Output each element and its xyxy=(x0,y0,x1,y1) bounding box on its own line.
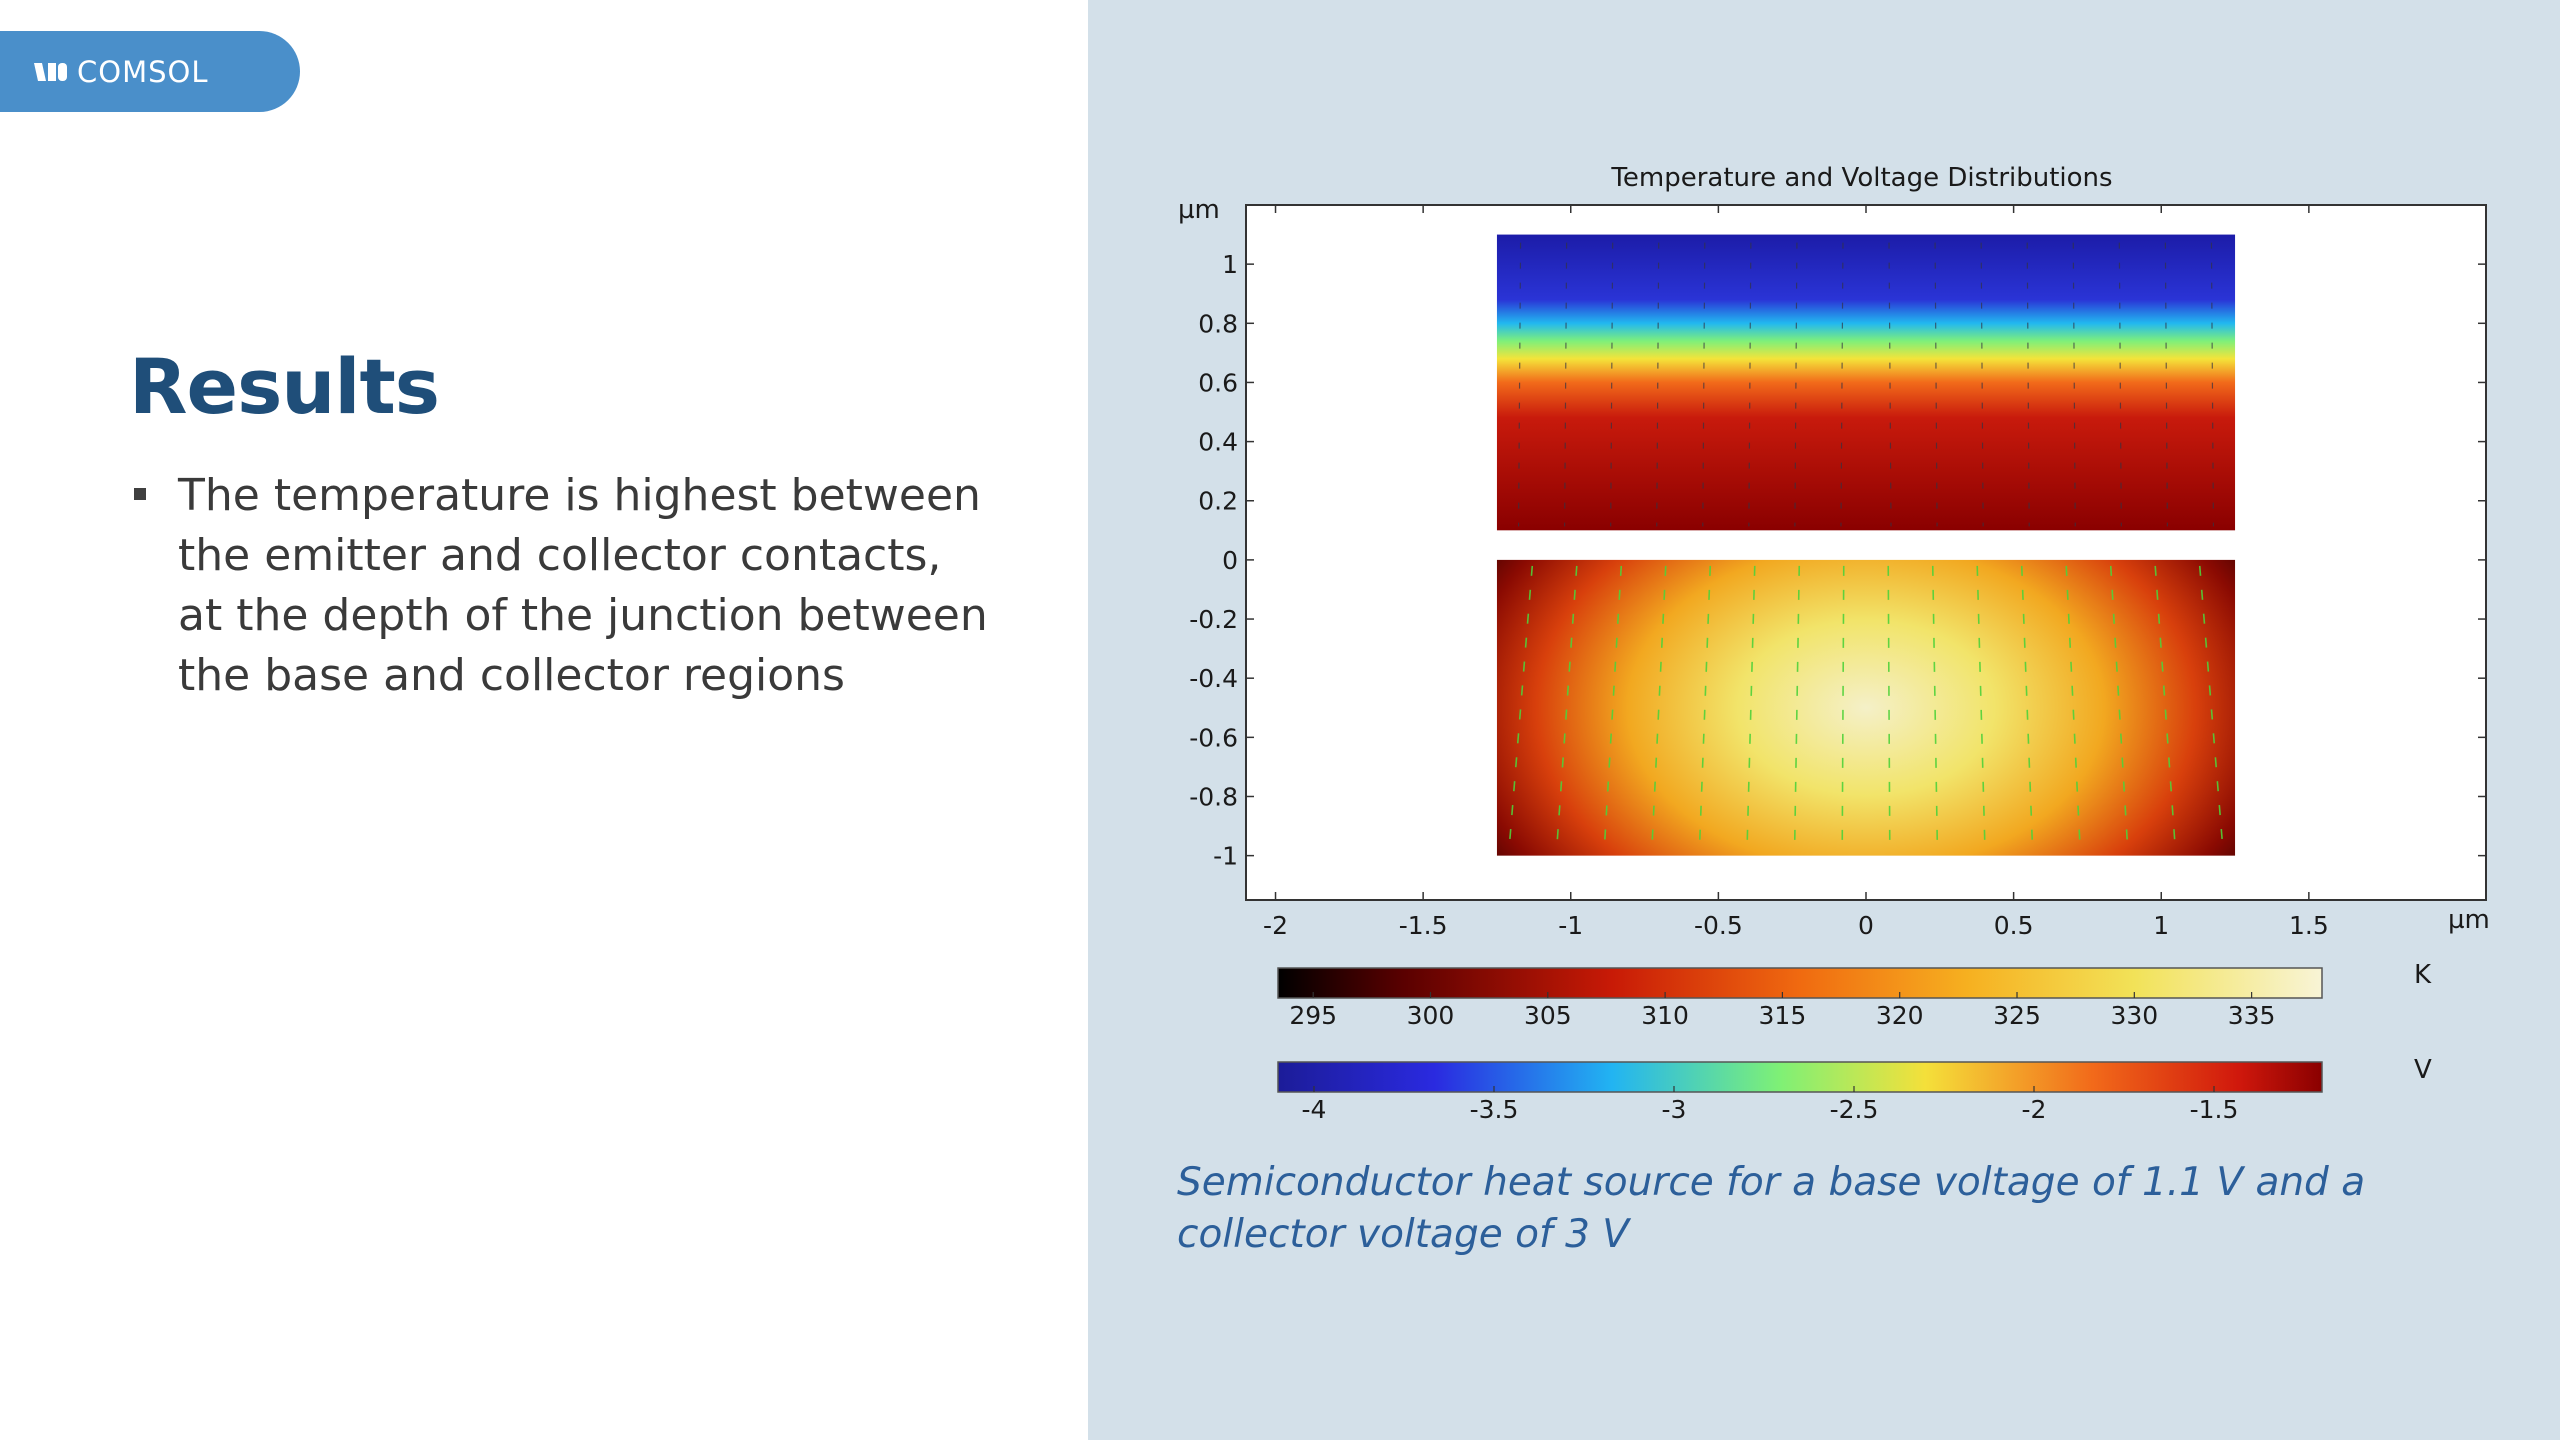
slide-title: Results xyxy=(129,342,440,431)
x-tick-label: 1 xyxy=(2153,911,2169,940)
colorbar-tick-label: 295 xyxy=(1289,1001,1337,1030)
voltage-unit: V xyxy=(2414,1055,2432,1085)
colorbar-tick-label: 330 xyxy=(2110,1001,2158,1030)
y-tick-label: -0.2 xyxy=(1189,605,1238,634)
voltage-region xyxy=(1496,234,2236,531)
y-tick-label: 0.4 xyxy=(1198,428,1238,457)
y-tick-label: -0.4 xyxy=(1189,664,1238,693)
bullet-item: The temperature is highest between the e… xyxy=(130,466,990,706)
bullet-list: The temperature is highest between the e… xyxy=(130,466,990,706)
voltage-field-arrow xyxy=(1656,242,1660,527)
x-tick-label: -0.5 xyxy=(1694,911,1743,940)
x-tick-label: 0 xyxy=(1858,911,1874,940)
figure-caption: Semiconductor heat source for a base vol… xyxy=(1177,1160,2366,1257)
voltage-field-arrow xyxy=(1564,242,1568,527)
voltage-field-arrow xyxy=(2210,242,2215,527)
x-axis-ticks: -2 -1.5 -1 -0.5 0 0.5 1 1.5 xyxy=(1263,205,2329,940)
colorbar-tick-label: 320 xyxy=(1876,1001,1924,1030)
colorbar-tick-label: 310 xyxy=(1641,1001,1689,1030)
chart-title: Temperature and Voltage Distributions xyxy=(1610,163,2112,193)
y-axis-unit: µm xyxy=(1178,195,1220,225)
voltage-field-arrow xyxy=(2164,242,2168,527)
y-tick-label: 0.8 xyxy=(1198,309,1238,338)
bullet-square-icon xyxy=(134,488,146,500)
y-tick-label: 0.2 xyxy=(1198,487,1238,516)
colorbar-tick-label: -3 xyxy=(1662,1095,1687,1124)
x-tick-label: -2 xyxy=(1263,911,1288,940)
x-tick-label: 1.5 xyxy=(2289,911,2329,940)
comsol-logo: COMSOL xyxy=(0,31,300,112)
text-panel xyxy=(0,0,1088,1440)
y-tick-label: -0.6 xyxy=(1189,723,1238,752)
temperature-unit: K xyxy=(2414,960,2432,990)
y-tick-label: 0.6 xyxy=(1198,368,1238,397)
colorbar-tick-label: -2.5 xyxy=(1830,1095,1879,1124)
temperature-voltage-plot: Temperature and Voltage Distributions -2… xyxy=(1178,163,2490,1124)
colorbar-tick-label: 325 xyxy=(1993,1001,2041,1030)
colorbar-tick-label: 335 xyxy=(2228,1001,2276,1030)
voltage-field-arrow xyxy=(2118,242,2122,527)
comsol-logo-icon xyxy=(34,62,67,81)
voltage-field-arrow xyxy=(1980,242,1984,527)
colorbar-tick-label: 315 xyxy=(1759,1001,1807,1030)
y-tick-label: -0.8 xyxy=(1189,782,1238,811)
voltage-colorbar xyxy=(1277,1061,2323,1093)
y-axis-ticks: 1 0.8 0.6 0.4 0.2 0 -0.2 -0.4 -0.6 -0.8 -1 xyxy=(1189,250,2486,871)
x-tick-label: -1.5 xyxy=(1399,911,1448,940)
x-tick-label: -1 xyxy=(1558,911,1583,940)
voltage-field-arrow xyxy=(2026,242,2030,527)
bullet-text: The temperature is highest between the e… xyxy=(178,470,988,701)
field-arrows xyxy=(1508,242,2224,852)
y-tick-label: 0 xyxy=(1222,546,1238,575)
voltage-field-arrow xyxy=(1794,242,1798,527)
colorbar-tick-label: -2 xyxy=(2022,1095,2047,1124)
voltage-field-arrow xyxy=(1934,242,1938,527)
colorbar-tick-label: 305 xyxy=(1524,1001,1572,1030)
temperature-colorbar-ticks: 295 300 305 310 315 320 325 330 335 xyxy=(1289,992,2275,1030)
colorbar-tick-label: -3.5 xyxy=(1470,1095,1519,1124)
temperature-colorbar xyxy=(1277,967,2323,999)
voltage-field-arrow xyxy=(1888,242,1892,527)
voltage-field-arrow xyxy=(1840,242,1844,527)
voltage-field-arrow xyxy=(1517,242,1522,527)
x-axis-unit: µm xyxy=(2448,905,2490,935)
colorbar-tick-label: -1.5 xyxy=(2190,1095,2239,1124)
colorbar-tick-label: -4 xyxy=(1302,1095,1327,1124)
y-tick-label: -1 xyxy=(1213,842,1238,871)
comsol-logo-text: COMSOL xyxy=(77,54,209,89)
voltage-field-arrow xyxy=(1610,242,1614,527)
voltage-colorbar-ticks: -4 -3.5 -3 -2.5 -2 -1.5 xyxy=(1302,1086,2239,1124)
voltage-field-arrow xyxy=(1702,242,1706,527)
voltage-field-arrow xyxy=(2072,242,2076,527)
voltage-field-arrow xyxy=(1748,242,1752,527)
x-tick-label: 0.5 xyxy=(1994,911,2034,940)
temperature-region xyxy=(1496,559,2236,856)
colorbar-tick-label: 300 xyxy=(1407,1001,1455,1030)
y-tick-label: 1 xyxy=(1222,250,1238,279)
